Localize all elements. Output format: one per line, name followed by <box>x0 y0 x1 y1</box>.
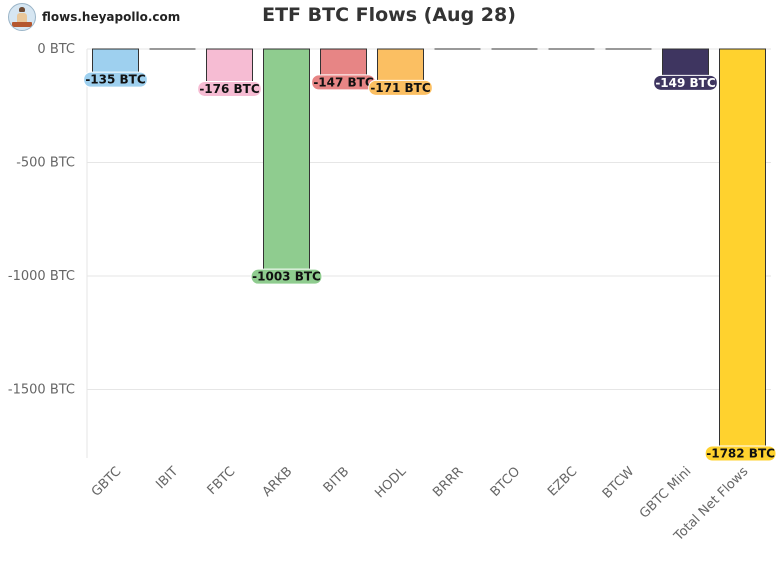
data-label-badge <box>83 71 148 88</box>
x-tick-label: FBTC <box>205 464 239 498</box>
x-tick-label: BTCW <box>600 464 638 502</box>
x-tick-label: EZBC <box>545 464 580 499</box>
y-tick-label: -500 BTC <box>16 156 75 171</box>
apollo-logo-icon <box>8 3 36 31</box>
data-label-badge <box>653 74 718 91</box>
data-label: -147 BTC <box>313 75 374 89</box>
y-tick-label: 0 BTC <box>37 42 75 57</box>
data-label-badge <box>197 80 262 97</box>
y-tick-label: -1000 BTC <box>8 269 75 284</box>
brand[interactable]: flows.heyapollo.com <box>8 3 180 31</box>
data-label: -171 BTC <box>370 81 431 95</box>
data-label: -1782 BTC <box>706 447 775 461</box>
y-tick-label: -1500 BTC <box>8 383 75 398</box>
data-label: -149 BTC <box>655 76 716 90</box>
x-tick-label: BRRR <box>430 464 466 500</box>
x-tick-label: IBIT <box>153 464 181 492</box>
x-tick-label: GBTC Mini <box>637 464 694 521</box>
data-label: -1003 BTC <box>252 270 321 284</box>
x-tick-label: BTCO <box>488 464 524 500</box>
brand-text: flows.heyapollo.com <box>42 10 181 24</box>
bar-arkb <box>263 48 310 278</box>
x-tick-label: GBTC <box>89 464 125 500</box>
x-tick-label: BITB <box>321 464 353 496</box>
x-tick-label: HODL <box>372 464 409 501</box>
data-label-badge <box>250 268 323 285</box>
data-label: -135 BTC <box>85 73 146 87</box>
data-label: -176 BTC <box>199 82 260 96</box>
chart-title: ETF BTC Flows (Aug 28) <box>262 4 516 26</box>
data-label-badge <box>368 79 433 96</box>
bar-total-net-flows <box>719 48 766 455</box>
x-tick-label: ARKB <box>260 464 296 500</box>
data-label-badge <box>704 445 777 462</box>
